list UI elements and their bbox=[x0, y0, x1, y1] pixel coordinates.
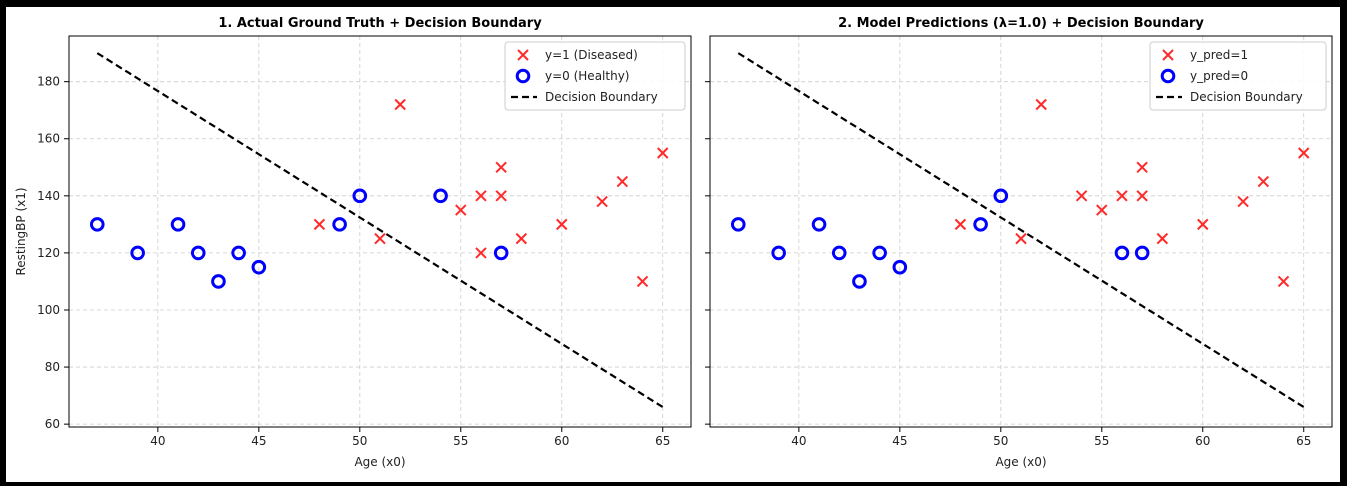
data-point-x bbox=[596, 195, 608, 208]
data-point-o bbox=[831, 245, 847, 261]
data-point-o bbox=[332, 217, 347, 232]
data-point-o bbox=[170, 217, 186, 232]
data-point-x bbox=[1298, 147, 1310, 159]
data-point-x bbox=[1156, 232, 1169, 245]
x-tick-label: 60 bbox=[1195, 434, 1210, 448]
x-axis-label: Age (x0) bbox=[995, 455, 1046, 469]
x-tick-label: 40 bbox=[791, 434, 806, 448]
legend: y=1 (Diseased) y=0 (Healthy) Decision Boun… bbox=[504, 41, 686, 111]
legend-label: y_pred=0 bbox=[1190, 69, 1248, 83]
legend-label: y_pred=1 bbox=[1190, 48, 1248, 62]
data-point-o bbox=[251, 259, 267, 275]
x-tick-label: 65 bbox=[1296, 434, 1311, 448]
data-point-o bbox=[852, 274, 867, 289]
data-point-x bbox=[515, 232, 528, 245]
data-point-o bbox=[130, 245, 145, 261]
data-point-x bbox=[1075, 190, 1088, 202]
data-point-o bbox=[872, 245, 887, 261]
data-point-o bbox=[771, 245, 786, 261]
legend-marker-x bbox=[517, 49, 529, 61]
decision-boundary-line bbox=[737, 52, 1305, 408]
data-point-x bbox=[495, 190, 507, 202]
data-point-o bbox=[1134, 245, 1150, 261]
data-point-o bbox=[352, 188, 368, 204]
data-point-x bbox=[1136, 161, 1148, 173]
y-tick-label: 80 bbox=[45, 360, 60, 374]
data-point-o bbox=[993, 188, 1009, 204]
chart-panel-1: 40 45 50 55 60 65 60 80 100 120 140 160 180 1. Actual… bbox=[14, 16, 692, 469]
data-point-x bbox=[556, 218, 568, 231]
data-point-x bbox=[1197, 218, 1209, 231]
x-tick-label: 50 bbox=[352, 434, 367, 448]
legend-marker-o bbox=[1160, 68, 1176, 84]
x-tick-label: 55 bbox=[1094, 434, 1109, 448]
data-point-x bbox=[374, 232, 386, 245]
chart-panel-2: 40 45 50 55 60 65 2. Model Predictions (λ=1.0)… bbox=[705, 16, 1333, 469]
plot-frame bbox=[68, 35, 692, 428]
legend-label: Decision Boundary bbox=[1190, 90, 1303, 104]
data-point-x bbox=[475, 190, 487, 202]
data-point-x bbox=[455, 204, 467, 216]
x-tick-label: 65 bbox=[655, 434, 670, 448]
chart-title: 2. Model Predictions (λ=1.0) + Decision … bbox=[838, 16, 1204, 31]
legend-marker-x bbox=[1162, 49, 1174, 61]
data-point-x bbox=[475, 247, 487, 259]
decision-boundary-line bbox=[96, 52, 664, 408]
data-point-x bbox=[954, 218, 967, 231]
data-point-x bbox=[1277, 275, 1290, 288]
data-point-x bbox=[1015, 232, 1027, 245]
data-point-o bbox=[811, 217, 827, 232]
data-point-x bbox=[1136, 190, 1148, 202]
plot-frame bbox=[709, 35, 1333, 428]
legend-label: y=1 (Diseased) bbox=[545, 48, 638, 62]
data-point-o bbox=[730, 217, 746, 232]
y-axis-label: RestingBP (x1) bbox=[14, 187, 28, 275]
data-point-x bbox=[636, 275, 649, 288]
data-point-o bbox=[973, 217, 988, 232]
legend-label: y=0 (Healthy) bbox=[545, 69, 629, 83]
x-tick-label: 45 bbox=[892, 434, 907, 448]
legend-box bbox=[504, 41, 686, 111]
data-point-o bbox=[493, 245, 509, 261]
chart-title: 1. Actual Ground Truth + Decision Bounda… bbox=[218, 16, 542, 31]
data-point-x bbox=[1116, 190, 1128, 202]
data-point-x bbox=[657, 147, 669, 159]
data-point-o bbox=[1114, 245, 1130, 261]
y-tick-label: 60 bbox=[45, 417, 60, 431]
data-point-o bbox=[190, 245, 206, 261]
data-point-o bbox=[892, 259, 908, 275]
y-tick-label: 180 bbox=[37, 75, 60, 89]
data-point-x bbox=[1237, 195, 1249, 208]
x-axis-label: Age (x0) bbox=[354, 455, 405, 469]
x-tick-label: 40 bbox=[150, 434, 165, 448]
data-point-o bbox=[89, 217, 105, 232]
data-point-x bbox=[313, 218, 326, 231]
data-point-o bbox=[211, 274, 226, 289]
data-point-x bbox=[616, 175, 629, 188]
y-tick-label: 160 bbox=[37, 132, 60, 146]
data-point-o bbox=[433, 188, 448, 204]
data-point-o bbox=[231, 245, 246, 261]
x-tick-label: 60 bbox=[554, 434, 569, 448]
data-point-x bbox=[1096, 204, 1108, 216]
legend-label: Decision Boundary bbox=[545, 90, 658, 104]
data-point-x bbox=[394, 98, 406, 111]
data-point-x bbox=[1257, 175, 1270, 188]
y-tick-label: 120 bbox=[37, 246, 60, 260]
y-tick-label: 140 bbox=[37, 189, 60, 203]
legend-marker-o bbox=[515, 68, 531, 84]
legend: y_pred=1 y_pred=0 Decision Boundary bbox=[1149, 41, 1327, 111]
x-tick-label: 50 bbox=[993, 434, 1008, 448]
x-tick-label: 55 bbox=[453, 434, 468, 448]
legend-box bbox=[1149, 41, 1327, 111]
x-tick-label: 45 bbox=[251, 434, 266, 448]
data-point-x bbox=[1035, 98, 1047, 111]
y-tick-label: 100 bbox=[37, 303, 60, 317]
data-point-x bbox=[495, 161, 507, 173]
